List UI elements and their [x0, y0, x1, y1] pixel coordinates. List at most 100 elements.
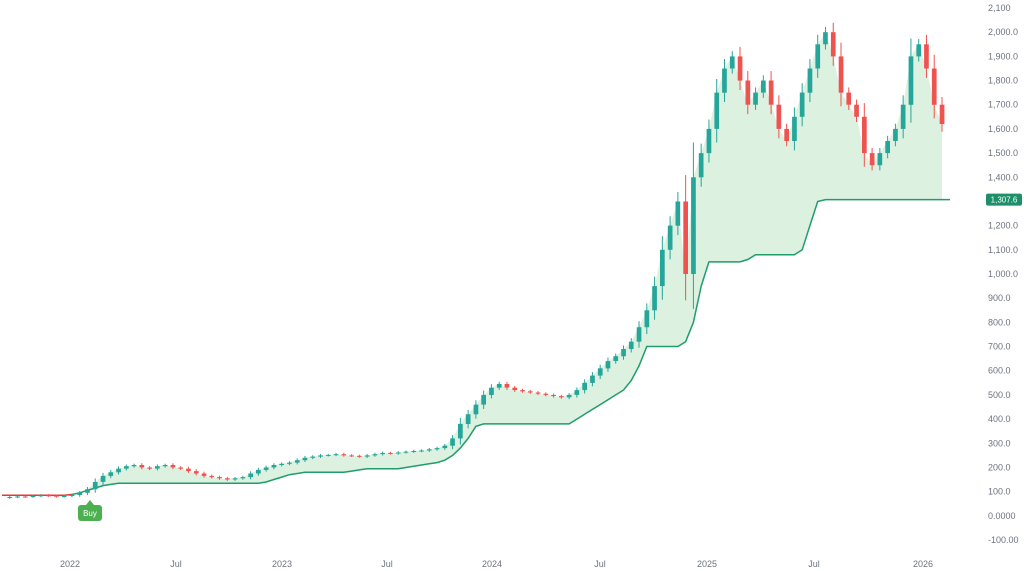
candle-down[interactable]: [201, 473, 207, 476]
candle-up[interactable]: [395, 452, 401, 454]
candle-up[interactable]: [310, 456, 316, 458]
candle-up[interactable]: [326, 454, 331, 456]
candle-down[interactable]: [745, 80, 751, 105]
candle-down[interactable]: [830, 32, 836, 57]
candle-up[interactable]: [605, 361, 611, 369]
candle-up[interactable]: [900, 104, 906, 129]
candle-up[interactable]: [318, 455, 323, 457]
candle-up[interactable]: [434, 448, 440, 450]
candle-down[interactable]: [543, 393, 549, 395]
candle-up[interactable]: [77, 492, 83, 495]
candle-up[interactable]: [815, 44, 821, 69]
candle-down[interactable]: [349, 455, 354, 457]
candle-up[interactable]: [7, 497, 13, 498]
candle-down[interactable]: [527, 391, 533, 393]
candle-down[interactable]: [504, 384, 510, 388]
candle-down[interactable]: [217, 477, 222, 479]
candle-down[interactable]: [147, 467, 152, 469]
candle-up[interactable]: [613, 356, 619, 361]
candle-down[interactable]: [838, 56, 844, 93]
candle-up[interactable]: [496, 384, 502, 388]
candle-down[interactable]: [737, 56, 743, 81]
candle-up[interactable]: [116, 468, 121, 473]
candle-down[interactable]: [768, 80, 774, 105]
candle-up[interactable]: [232, 478, 238, 480]
candle-up[interactable]: [660, 249, 665, 287]
candle-down[interactable]: [170, 465, 176, 468]
candle-down[interactable]: [139, 465, 145, 468]
candle-up[interactable]: [100, 475, 106, 482]
candle-up[interactable]: [411, 451, 417, 452]
candle-up[interactable]: [799, 92, 805, 117]
candle-up[interactable]: [582, 382, 587, 391]
candle-up[interactable]: [85, 489, 90, 493]
candle-up[interactable]: [667, 225, 673, 250]
candle-up[interactable]: [465, 414, 471, 424]
candle-up[interactable]: [481, 394, 486, 405]
candle-up[interactable]: [574, 390, 580, 395]
candle-up[interactable]: [761, 80, 766, 93]
candle-up[interactable]: [706, 128, 712, 154]
candle-up[interactable]: [364, 455, 370, 457]
candle-up[interactable]: [729, 56, 735, 69]
candle-down[interactable]: [23, 496, 28, 498]
candle-down[interactable]: [54, 495, 59, 497]
candle-up[interactable]: [823, 32, 828, 45]
candle-down[interactable]: [178, 467, 183, 469]
candle-up[interactable]: [473, 404, 479, 415]
candle-up[interactable]: [792, 116, 797, 141]
candle-down[interactable]: [209, 475, 215, 478]
candle-up[interactable]: [92, 482, 98, 490]
candle-down[interactable]: [776, 104, 782, 129]
candle-up[interactable]: [263, 467, 269, 470]
candle-up[interactable]: [271, 465, 277, 468]
candle-up[interactable]: [380, 452, 385, 455]
candle-down[interactable]: [784, 128, 789, 141]
candle-up[interactable]: [644, 310, 650, 328]
candle-up[interactable]: [403, 451, 409, 453]
candle-down[interactable]: [854, 104, 859, 117]
candle-up[interactable]: [698, 153, 704, 178]
candle-up[interactable]: [294, 460, 300, 463]
candle-down[interactable]: [357, 455, 362, 457]
candle-down[interactable]: [683, 201, 688, 275]
candle-down[interactable]: [186, 468, 191, 472]
candle-up[interactable]: [333, 454, 339, 456]
candle-up[interactable]: [30, 496, 36, 497]
candle-up[interactable]: [675, 201, 681, 226]
candle-up[interactable]: [69, 495, 75, 496]
candle-up[interactable]: [279, 463, 284, 465]
candle-down[interactable]: [341, 454, 347, 456]
candle-up[interactable]: [287, 462, 292, 464]
candle-up[interactable]: [240, 477, 246, 479]
candle-up[interactable]: [419, 450, 424, 452]
candle-up[interactable]: [807, 68, 813, 93]
candle-up[interactable]: [15, 496, 20, 498]
candle-up[interactable]: [248, 473, 253, 478]
candle-up[interactable]: [916, 44, 922, 57]
candle-up[interactable]: [877, 153, 883, 166]
candle-up[interactable]: [753, 92, 758, 105]
candle-down[interactable]: [46, 495, 51, 497]
candle-down[interactable]: [862, 116, 867, 154]
candle-up[interactable]: [628, 341, 634, 349]
candle-down[interactable]: [551, 394, 556, 397]
candle-down[interactable]: [535, 392, 541, 394]
candle-up[interactable]: [621, 349, 626, 357]
candle-down[interactable]: [388, 452, 393, 454]
candle-up[interactable]: [908, 56, 914, 105]
candle-up[interactable]: [652, 286, 657, 311]
candle-up[interactable]: [636, 327, 642, 342]
candle-down[interactable]: [939, 104, 945, 124]
candle-down[interactable]: [931, 68, 937, 105]
candle-up[interactable]: [426, 449, 432, 451]
candle-down[interactable]: [193, 471, 199, 474]
candle-up[interactable]: [458, 423, 463, 439]
candle-down[interactable]: [512, 387, 518, 391]
candle-down[interactable]: [225, 478, 230, 480]
candle-down[interactable]: [846, 92, 852, 105]
candle-up[interactable]: [691, 177, 696, 274]
candle-up[interactable]: [590, 375, 595, 383]
candle-up[interactable]: [450, 438, 455, 446]
